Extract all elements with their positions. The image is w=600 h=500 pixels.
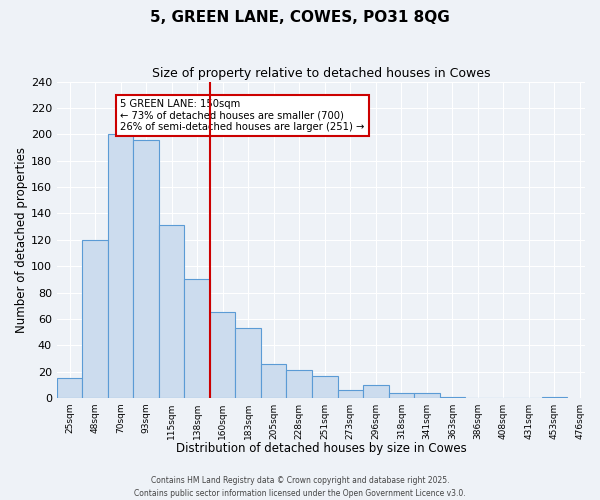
Bar [338, 390, 363, 398]
Bar [261, 364, 286, 398]
Bar [159, 226, 184, 398]
Text: 5 GREEN LANE: 150sqm
← 73% of detached houses are smaller (700)
26% of semi-deta: 5 GREEN LANE: 150sqm ← 73% of detached h… [120, 99, 365, 132]
Bar [210, 312, 235, 398]
Bar [133, 140, 159, 398]
Bar [108, 134, 133, 398]
Title: Size of property relative to detached houses in Cowes: Size of property relative to detached ho… [152, 68, 490, 80]
Bar [235, 328, 261, 398]
Text: Contains HM Land Registry data © Crown copyright and database right 2025.
Contai: Contains HM Land Registry data © Crown c… [134, 476, 466, 498]
Y-axis label: Number of detached properties: Number of detached properties [15, 147, 28, 333]
Bar [57, 378, 82, 398]
Bar [414, 392, 440, 398]
Bar [286, 370, 312, 398]
Bar [82, 240, 108, 398]
Bar [440, 396, 465, 398]
Bar [542, 396, 567, 398]
Bar [312, 376, 338, 398]
X-axis label: Distribution of detached houses by size in Cowes: Distribution of detached houses by size … [176, 442, 466, 455]
Bar [389, 392, 414, 398]
Bar [184, 280, 210, 398]
Text: 5, GREEN LANE, COWES, PO31 8QG: 5, GREEN LANE, COWES, PO31 8QG [150, 10, 450, 25]
Bar [363, 385, 389, 398]
